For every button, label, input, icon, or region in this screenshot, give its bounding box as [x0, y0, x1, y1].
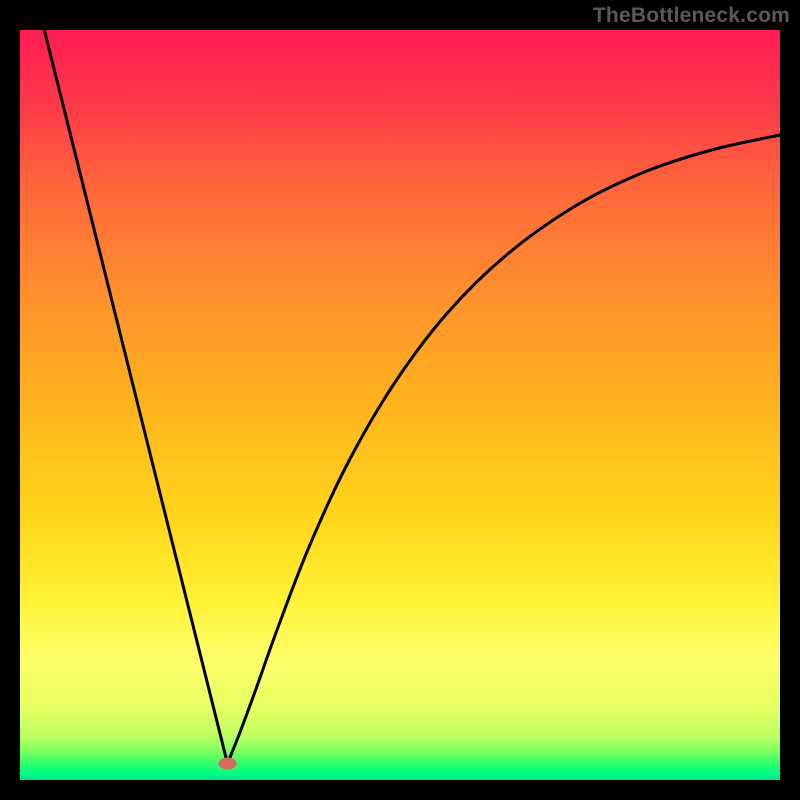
minimum-marker [218, 758, 236, 770]
figure-container: TheBottleneck.com [0, 0, 800, 800]
watermark-text: TheBottleneck.com [593, 4, 790, 28]
bottleneck-chart [0, 0, 800, 800]
plot-gradient-area [20, 30, 780, 780]
